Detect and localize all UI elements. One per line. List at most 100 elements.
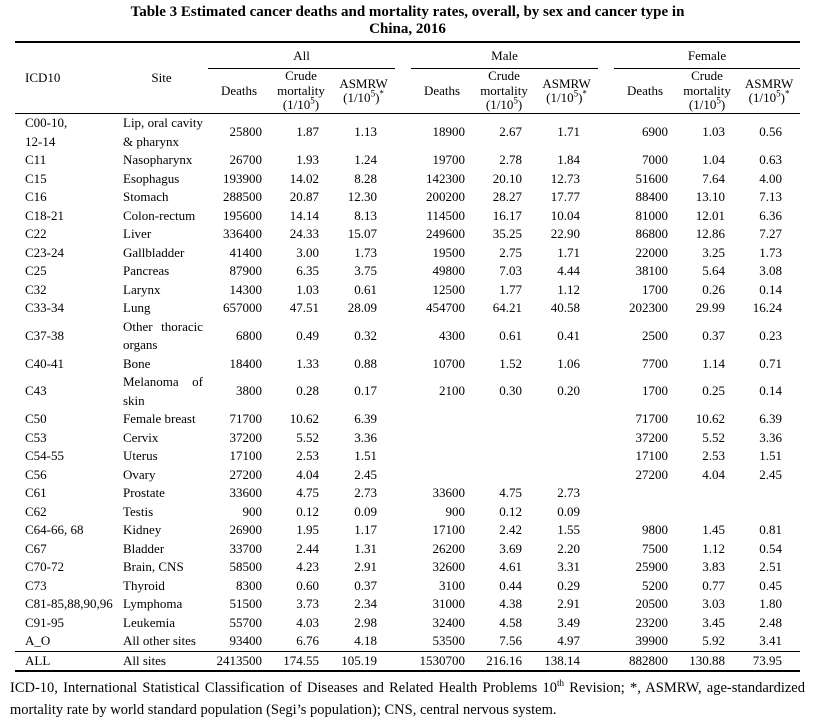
asmrw-cell: 7.27 [759,226,783,241]
crude-mortality-cell: 0.77 [702,577,726,593]
asmrw-cell: 1.31 [354,540,378,556]
crude-mortality-cell: 2.53 [296,448,319,463]
icd10-cell: C15 [25,170,47,186]
asmrw-cell: 1.51 [759,448,783,463]
deaths-cell: 23200 [635,614,669,630]
column-gap [395,466,411,485]
column-gap [598,42,615,114]
deaths-cell: 142300 [426,170,466,186]
column-gap [395,355,411,374]
table-row: C23-24 Gallbladder 41400 3.00 1.73 19500 2.75 1… [15,244,800,263]
crude-mortality-cell: 1.14 [702,355,726,371]
column-gap [598,614,614,633]
icd10-cell: C81-85,88,90,96 [25,596,113,611]
site-cell: Bone [123,355,151,371]
asmrw-cell: 0.45 [759,577,783,593]
column-gap [598,355,614,374]
icd10-cell: C00-10, 12-14 [25,115,68,149]
site-cell: Nasopharynx [123,152,193,167]
deaths-cell: 2413500 [208,650,270,671]
table-row: C11 Nasopharynx 26700 1.93 1.24 19700 2.78 1.84… [15,151,800,170]
site-cell: Ovary [123,466,156,482]
asmrw-cell: 1.51 [354,448,378,463]
crude-mortality-cell: 29.99 [695,300,726,315]
asmrw-cell: 3.31 [557,559,581,574]
icd10-cell: C70-72 [25,559,64,574]
asmrw-cell [738,484,800,503]
deaths-cell [411,466,473,485]
deaths-cell [614,503,676,522]
asmrw-cell: 4.00 [759,170,783,186]
crude-mortality-cell: 0.30 [499,383,523,399]
crude-mortality-cell: 2.67 [499,124,523,140]
rate-unit-superscript: 5 [370,88,376,99]
deaths-cell: 81000 [635,207,669,223]
icd10-cell: C22 [25,226,47,241]
site-cell: Uterus [123,448,158,463]
crude-mortality-cell: 2.53 [702,448,726,463]
deaths-cell: 7500 [642,540,669,556]
crude-mortality-cell: 2.78 [499,152,523,167]
column-gap [598,484,614,503]
asmrw-cell: 15.07 [347,226,378,241]
table-row: C43 Melanoma of skin 3800 0.28 0.17 2100 0.30 0… [15,373,800,410]
deaths-cell: 33700 [229,540,263,556]
column-gap [598,373,614,410]
crude-mortality-cell [473,429,535,448]
asmrw-cell: 1.80 [759,596,783,611]
deaths-cell: 336400 [223,226,262,241]
deaths-cell: 1700 [642,383,669,399]
sub-header-row: Deaths Crude mortality (1/105) ASMRW (1/… [15,68,801,114]
crude-mortality-cell: 3.73 [296,596,319,611]
col-header-asmrw-female: ASMRW (1/105)* [738,68,801,114]
asmrw-cell: 0.09 [557,503,581,519]
rate-unit-superscript: 5 [716,95,721,106]
crude-mortality-cell: 3.00 [296,244,319,260]
column-gap [598,540,614,559]
deaths-cell: 71700 [635,411,669,426]
column-gap [395,281,411,300]
asmrw-cell: 6.36 [759,207,783,223]
asmrw-cell: 1.55 [557,522,581,537]
crude-mortality-cell: 20.87 [289,189,319,204]
deaths-cell: 12500 [432,281,466,297]
crude-mortality-cell: 0.12 [296,503,319,519]
asmrw-cell: 1.71 [557,244,581,260]
table-row: C91-95 Leukemia 55700 4.03 2.98 32400 4.58 3.49… [15,614,800,633]
column-gap [598,521,614,540]
table-row: C53 Cervix 37200 5.52 3.36 37200 5.52 3.36 [15,429,800,448]
crude-mortality-cell: 0.12 [499,503,523,519]
crude-mortality-cell: 2.42 [499,522,523,537]
deaths-cell: 249600 [426,226,466,241]
crude-header-line1: Crude [488,68,520,84]
asmrw-cell [535,429,598,448]
asmrw-cell: 10.04 [550,207,581,223]
crude-mortality-cell: 5.52 [702,429,726,445]
deaths-cell: 114500 [426,207,466,223]
deaths-cell: 51600 [635,170,669,186]
column-gap [395,225,411,244]
crude-mortality-cell: 13.10 [695,189,726,204]
crude-mortality-cell: 2.44 [296,540,319,556]
site-cell: Esophagus [123,170,180,186]
icd10-cell: C18-21 [25,207,64,223]
deaths-cell: 9800 [642,522,669,537]
crude-mortality-cell: 4.03 [296,614,319,630]
crude-mortality-cell: 5.64 [702,263,726,278]
crude-header-line2: mortality [277,82,325,98]
rate-unit-text: ) [780,90,785,105]
asmrw-cell: 2.91 [354,559,378,574]
deaths-cell: 32400 [432,614,466,630]
deaths-cell: 37200 [635,429,669,445]
column-gap [598,410,614,429]
crude-header-line3: (1/105) [473,96,535,113]
crude-mortality-cell [676,503,738,522]
crude-mortality-cell: 174.55 [270,650,332,671]
rate-unit-text: (1/10 [546,90,574,105]
asmrw-cell: 138.14 [535,650,599,671]
asmrw-cell: 0.37 [354,577,378,593]
site-cell: Other thoracic organs [123,318,203,353]
asmrw-cell: 1.71 [557,124,581,140]
deaths-cell: 19700 [432,152,466,167]
crude-mortality-cell: 6.76 [296,633,319,648]
